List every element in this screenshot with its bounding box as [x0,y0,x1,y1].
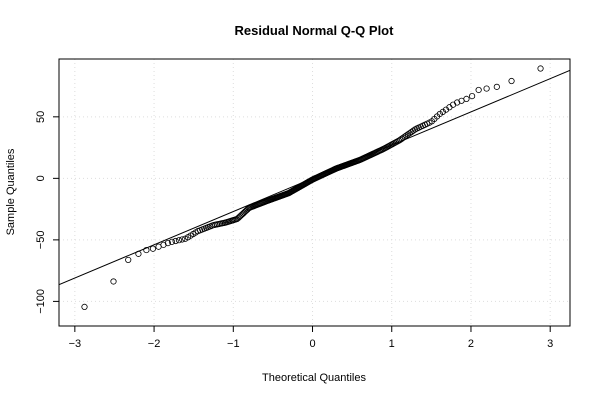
data-point [81,303,88,310]
x-tick-label: −1 [227,338,240,350]
x-tick-label: −2 [148,338,161,350]
data-point [463,95,470,102]
data-point [483,85,490,92]
grid-lines [59,59,570,326]
data-point [110,278,117,285]
x-tick-label: 3 [547,338,553,350]
y-tick-label: 50 [35,111,47,123]
data-point [400,134,407,141]
data-point [493,83,500,90]
data-point [439,108,446,115]
data-point [454,99,461,106]
x-tick-label: 2 [468,338,474,350]
y-axis: −100 −50 0 50 [35,111,59,314]
chart-title: Residual Normal Q-Q Plot [235,23,395,38]
x-tick-label: −3 [69,338,82,350]
y-axis-label: Sample Quantiles [5,148,17,235]
data-point [160,241,167,248]
data-point [149,245,157,252]
data-points [81,65,544,310]
data-point [475,86,482,94]
x-axis-label: Theoretical Quantiles [262,372,366,384]
data-point [175,237,183,244]
data-point [172,237,179,245]
data-point [401,133,408,140]
data-point [537,65,544,72]
y-tick-label: −50 [35,231,47,250]
data-point [164,240,172,247]
plot-frame [58,58,571,327]
data-point [143,246,150,254]
y-tick-label: −100 [35,289,47,314]
data-point [179,236,186,243]
data-point [135,250,142,257]
data-point [168,238,176,245]
x-axis: −3 −2 −1 0 1 2 3 [69,326,553,350]
x-tick-label: 0 [309,338,315,350]
y-tick-label: 0 [35,175,47,181]
data-point [468,93,476,100]
data-point [242,208,249,215]
x-tick-label: 1 [389,338,395,350]
data-point [508,77,515,85]
data-point [125,256,132,264]
data-point [398,135,405,142]
